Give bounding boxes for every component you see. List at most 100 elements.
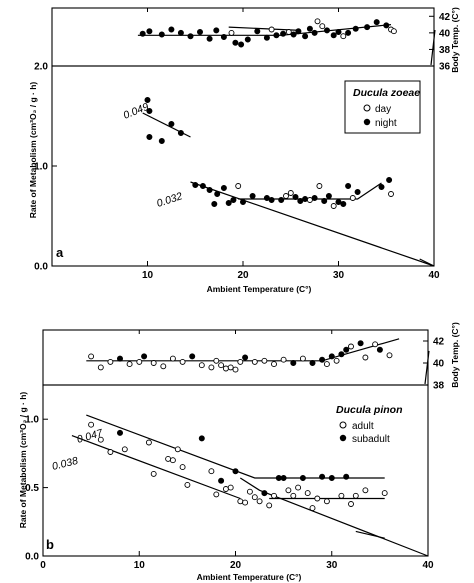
body-temp-point-filled (306, 25, 313, 32)
body-temp-point-filled (146, 28, 153, 35)
metabolism-point-open (309, 505, 316, 512)
body-temp-point-open (280, 356, 287, 363)
x-tick-label: 40 (422, 560, 434, 571)
body-temp-point-filled (319, 356, 326, 363)
y-tick-label: 1.0 (25, 415, 39, 426)
panel-b-y2label: Body Temp. (C°) (450, 322, 460, 388)
metabolism-point-open (314, 495, 321, 502)
body-temp-point-open (386, 352, 393, 359)
metabolism-point-filled (117, 429, 124, 436)
y2-tick-label: 40 (433, 359, 445, 370)
metabolism-point-filled (268, 197, 275, 204)
metabolism-point-open (208, 468, 215, 475)
body-temp-point-filled (376, 346, 383, 353)
body-temp-point-filled (357, 340, 364, 347)
metabolism-point-filled (146, 134, 153, 141)
y-tick-label: 0.5 (25, 483, 39, 494)
x-tick-label: 40 (428, 270, 440, 281)
body-temp-point-open (88, 353, 95, 360)
metabolism-point-open (271, 492, 277, 499)
metabolism-point-filled (340, 201, 347, 208)
body-temp-point-open (314, 18, 321, 25)
metabolism-point-filled (230, 197, 237, 204)
body-temp-point-open (340, 33, 347, 40)
metabolism-point-filled (146, 108, 153, 115)
metabolism-fit-line (86, 414, 385, 479)
legend-marker-day (363, 104, 371, 112)
body-temp-point-open (285, 29, 292, 35)
y2-tick-label: 42 (439, 12, 451, 23)
body-temp-point-open (251, 358, 258, 365)
metabolism-point-open (97, 436, 104, 443)
body-temp-point-filled (328, 353, 335, 360)
panel-a-ylabel: Rate of Metabolism (cm³O₂ / g · h) (28, 82, 38, 219)
body-temp-point-filled (364, 24, 371, 31)
metabolism-point-filled (214, 191, 221, 198)
y2-tick-label: 36 (439, 62, 451, 73)
body-temp-point-filled (323, 27, 330, 34)
y2-tick-label: 40 (439, 28, 451, 39)
body-temp-point-open (348, 343, 354, 350)
body-temp-point-open (390, 28, 397, 35)
panel-b-label: b (46, 537, 54, 552)
legend-label-subadult: subadult (352, 434, 390, 445)
metabolism-point-open (316, 183, 323, 189)
metabolism-point-filled (354, 189, 361, 196)
metabolism-point-open (184, 481, 191, 488)
metabolism-point-open (290, 492, 297, 499)
panel-a-label: a (56, 245, 64, 260)
body-temp-point-filled (139, 30, 146, 37)
panel-b-ylabel: Rate of Metabolism (cm³O₂ / g · h) (18, 392, 28, 529)
metabolism-point-open (242, 499, 249, 506)
metabolism-point-filled (319, 473, 326, 480)
metabolism-point-open (295, 484, 302, 491)
metabolism-point-open (348, 501, 354, 507)
body-temp-point-filled (213, 27, 220, 34)
x-tick-label: 10 (142, 270, 154, 281)
metabolism-point-open (235, 183, 242, 189)
x-tick-label: 10 (134, 560, 146, 571)
annotation-slope-adult: 0.038 (51, 455, 80, 473)
x-tick-label: 20 (230, 560, 242, 571)
body-temp-point-open (150, 360, 157, 366)
body-temp-point-filled (383, 22, 390, 29)
body-temp-point-filled (352, 25, 359, 32)
metabolism-point-filled (280, 474, 287, 481)
metabolism-point-filled (311, 195, 318, 202)
panel-b: Rate of Metabolism (cm³O₂ / g · h) Body … (18, 322, 460, 582)
metabolism-point-open (107, 449, 114, 455)
metabolism-point-open (213, 491, 220, 498)
legend-box (344, 80, 421, 134)
body-temp-point-open (323, 361, 330, 368)
body-temp-point-filled (309, 359, 316, 366)
body-temp-point-open (97, 364, 104, 371)
metabolism-point-open (237, 498, 244, 505)
body-temp-point-open (218, 362, 225, 369)
body-temp-point-open (227, 364, 234, 371)
legend-marker-subadult (339, 434, 347, 442)
x-tick-label: 30 (326, 560, 338, 571)
metabolism-point-filled (220, 185, 227, 192)
metabolism-point-filled (232, 468, 239, 475)
body-temp-point-filled (197, 28, 204, 35)
body-temp-point-filled (177, 29, 184, 36)
metabolism-point-filled (225, 200, 232, 207)
metabolism-point-filled (278, 197, 285, 204)
metabolism-point-open (330, 203, 337, 209)
metabolism-fit-line (71, 435, 241, 500)
body-temp-point-filled (345, 29, 352, 36)
metabolism-point-filled (177, 130, 184, 137)
metabolism-point-open (256, 498, 263, 505)
body-temp-point-filled (343, 346, 350, 353)
body-temp-point-open (179, 358, 186, 365)
body-temp-point-open (222, 365, 229, 372)
metabolism-point-filled (158, 138, 165, 145)
metabolism-point-filled (345, 183, 352, 190)
metabolism-point-open (121, 446, 128, 453)
legend-label-day: day (375, 104, 391, 115)
metabolism-point-open (381, 490, 388, 497)
y2-tick-label: 38 (433, 381, 445, 392)
panel-a-y2label: Body Temp. (C°) (450, 7, 460, 73)
metabolism-point-filled (321, 198, 328, 205)
body-temp-point-filled (244, 36, 251, 43)
